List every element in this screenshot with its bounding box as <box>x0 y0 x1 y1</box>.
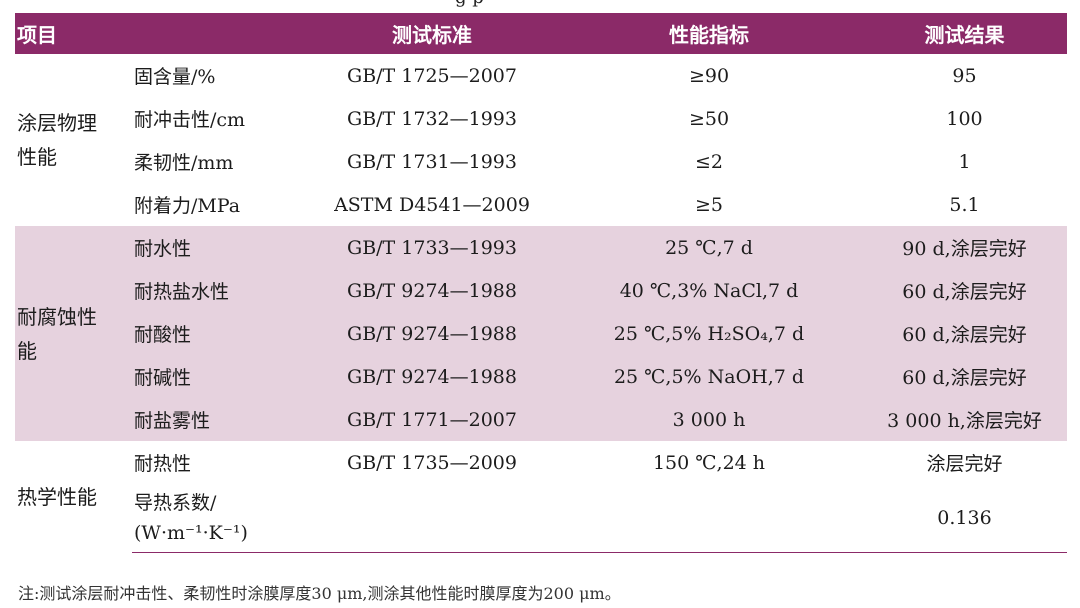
standard-cell: GB/T 9274—1988 <box>308 355 556 398</box>
spec-cell: ≥50 <box>688 107 730 130</box>
result-cell: 60 d,涂层完好 <box>862 312 1067 355</box>
table-row: 热学性能 耐热性 GB/T 1735—2009 150 ℃,24 h 涂层完好 <box>15 441 1067 509</box>
header-spec: 性能指标 <box>556 13 862 54</box>
property-cell: 耐盐雾性 <box>132 398 308 441</box>
result-cell: 90 d,涂层完好 <box>862 226 1067 269</box>
result-cell: 0.136 <box>862 484 1067 553</box>
result-cell: 100 <box>946 107 983 130</box>
standard-cell: GB/T 1733—1993 <box>308 226 556 269</box>
spec-cell: 40 ℃,3% NaCl,7 d <box>556 269 862 312</box>
property-cell: 附着力/MPa <box>134 195 241 217</box>
property-cell: 耐冲击性/cm <box>134 109 246 131</box>
property-cell: 耐碱性 <box>132 355 308 398</box>
result-cell: 60 d,涂层完好 <box>862 355 1067 398</box>
spec-cell: 25 ℃,7 d <box>556 226 862 269</box>
result-cell: 1 <box>958 150 971 173</box>
header-result: 测试结果 <box>862 13 1067 54</box>
spec-cell <box>556 484 862 553</box>
table-row: 柔韧性/mm GB/T 1731—1993 ≤2 1 <box>15 140 1067 183</box>
spec-cell: 25 ℃,5% H₂SO₄,7 d <box>556 312 862 355</box>
standard-cell: GB/T 1735—2009 <box>347 451 517 474</box>
standard-cell: GB/T 1771—2007 <box>308 398 556 441</box>
table-row: 导热系数/ (W·m⁻¹·K⁻¹) 0.136 <box>15 484 1067 553</box>
table-row: 耐盐雾性 GB/T 1771—2007 3 000 h 3 000 h,涂层完好 <box>15 398 1067 441</box>
table-title-fragment: g p <box>455 0 484 8</box>
header-standard: 测试标准 <box>308 13 556 54</box>
spec-cell: 150 ℃,24 h <box>652 451 766 474</box>
property-cell: 固含量/% <box>134 66 216 88</box>
property-cell: 耐热性 <box>134 453 192 475</box>
property-cell: 耐酸性 <box>132 312 308 355</box>
table-row: 涂层物理性能 固含量/% GB/T 1725—2007 ≥90 95 <box>15 54 1067 170</box>
table-footnote: 注:测试涂层耐冲击性、柔韧性时涂膜厚度30 μm,测涂其他性能时膜厚度为200 … <box>18 584 621 603</box>
spec-cell: ≤2 <box>694 150 723 173</box>
properties-table: 项目 测试标准 性能指标 测试结果 涂层物理性能 固含量/% GB/T 1725… <box>15 13 1067 553</box>
result-cell: 3 000 h,涂层完好 <box>862 398 1067 441</box>
standard-cell: GB/T 1732—1993 <box>347 107 517 130</box>
result-cell: 60 d,涂层完好 <box>862 269 1067 312</box>
table-row: 耐酸性 GB/T 9274—1988 25 ℃,5% H₂SO₄,7 d 60 … <box>15 312 1067 355</box>
standard-cell: GB/T 1731—1993 <box>347 150 517 173</box>
standard-cell: GB/T 9274—1988 <box>308 312 556 355</box>
property-line-2: (W·m⁻¹·K⁻¹) <box>134 522 248 544</box>
table-row: 耐热盐水性 GB/T 9274—1988 40 ℃,3% NaCl,7 d 60… <box>15 269 1067 312</box>
table-row: 附着力/MPa ASTM D4541—2009 ≥5 5.1 <box>15 183 1067 226</box>
table-row: 耐腐蚀性能 耐水性 GB/T 1733—1993 25 ℃,7 d 90 d,涂… <box>15 226 1067 441</box>
standard-cell: GB/T 9274—1988 <box>308 269 556 312</box>
property-line-1: 导热系数/ <box>134 492 217 514</box>
result-cell: 95 <box>952 64 977 87</box>
group-label: 涂层物理性能 <box>17 111 97 169</box>
group-label: 热学性能 <box>17 484 97 509</box>
standard-cell <box>308 484 556 553</box>
header-item: 项目 <box>15 13 308 54</box>
spec-cell: 3 000 h <box>556 398 862 441</box>
property-cell: 耐热盐水性 <box>132 269 308 312</box>
table-header-row: 项目 测试标准 性能指标 测试结果 <box>15 13 1067 54</box>
property-cell: 柔韧性/mm <box>134 152 234 174</box>
spec-cell: 25 ℃,5% NaOH,7 d <box>556 355 862 398</box>
result-cell: 5.1 <box>949 193 980 216</box>
property-cell: 导热系数/ (W·m⁻¹·K⁻¹) <box>132 484 308 553</box>
table-row: 耐冲击性/cm GB/T 1732—1993 ≥50 100 <box>15 97 1067 140</box>
standard-cell: ASTM D4541—2009 <box>334 193 530 216</box>
spec-cell: ≥90 <box>688 64 730 87</box>
group-label: 耐腐蚀性能 <box>15 226 132 441</box>
standard-cell: GB/T 1725—2007 <box>347 64 517 87</box>
table-row: 耐碱性 GB/T 9274—1988 25 ℃,5% NaOH,7 d 60 d… <box>15 355 1067 398</box>
result-cell: 涂层完好 <box>926 453 1003 475</box>
spec-cell: ≥5 <box>694 193 723 216</box>
property-cell: 耐水性 <box>132 226 308 269</box>
